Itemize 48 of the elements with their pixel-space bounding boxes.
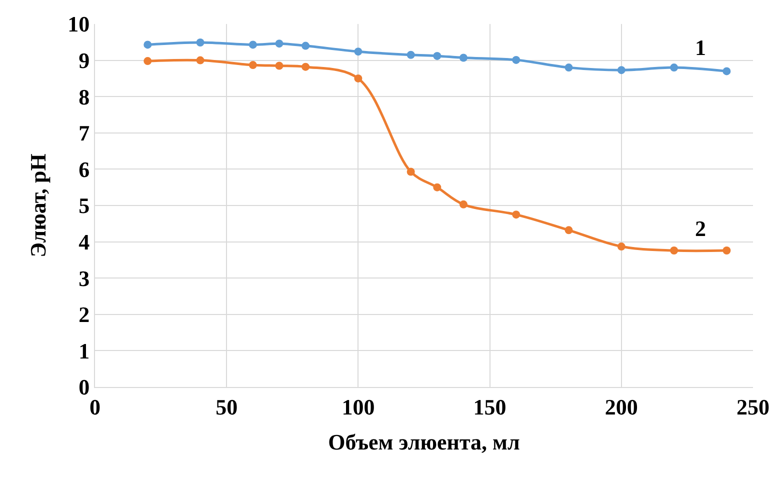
y-tick-label: 3 xyxy=(78,266,90,291)
point xyxy=(459,200,468,208)
x-tick-label: 250 xyxy=(736,394,770,420)
point xyxy=(275,40,284,48)
point xyxy=(354,74,362,82)
x-tick-label: 200 xyxy=(604,394,638,420)
y-tick-label: 4 xyxy=(78,230,90,254)
x-tick-label: 50 xyxy=(216,394,238,420)
y-tick-label: 10 xyxy=(68,12,90,37)
point xyxy=(354,48,362,56)
y-tick-label: 2 xyxy=(78,302,90,328)
y-tick-label: 0 xyxy=(78,374,90,400)
point xyxy=(406,50,415,59)
point xyxy=(512,56,520,64)
point xyxy=(196,38,204,47)
y-tick-label: 8 xyxy=(78,84,90,110)
point xyxy=(144,40,152,49)
point xyxy=(512,210,520,219)
y-tick-label: 9 xyxy=(78,48,90,73)
annotation: 1 xyxy=(695,35,706,60)
point xyxy=(564,226,573,234)
y-tick-label: 5 xyxy=(78,193,90,218)
y-tick-label: 7 xyxy=(78,120,90,146)
point xyxy=(459,54,468,62)
point xyxy=(248,61,257,70)
y-axis-title: Элюат, pH xyxy=(25,154,50,258)
y-tick-label: 1 xyxy=(78,338,90,364)
x-axis-title: Объем элюента, мл xyxy=(328,429,520,454)
point xyxy=(722,246,731,255)
y-tick-label: 6 xyxy=(78,156,90,182)
point xyxy=(302,42,310,50)
point xyxy=(406,168,415,176)
annotation: 2 xyxy=(695,216,706,241)
point xyxy=(722,67,731,76)
point xyxy=(617,242,626,251)
point xyxy=(433,183,442,192)
point xyxy=(433,52,442,60)
point xyxy=(275,62,284,70)
point xyxy=(302,62,310,71)
point xyxy=(564,64,573,72)
point xyxy=(617,66,626,74)
x-tick-label: 100 xyxy=(342,394,375,420)
point xyxy=(196,56,204,64)
point xyxy=(670,64,678,72)
point xyxy=(670,246,678,255)
point xyxy=(144,57,152,66)
point xyxy=(248,40,257,49)
x-tick-label: 150 xyxy=(473,394,506,420)
